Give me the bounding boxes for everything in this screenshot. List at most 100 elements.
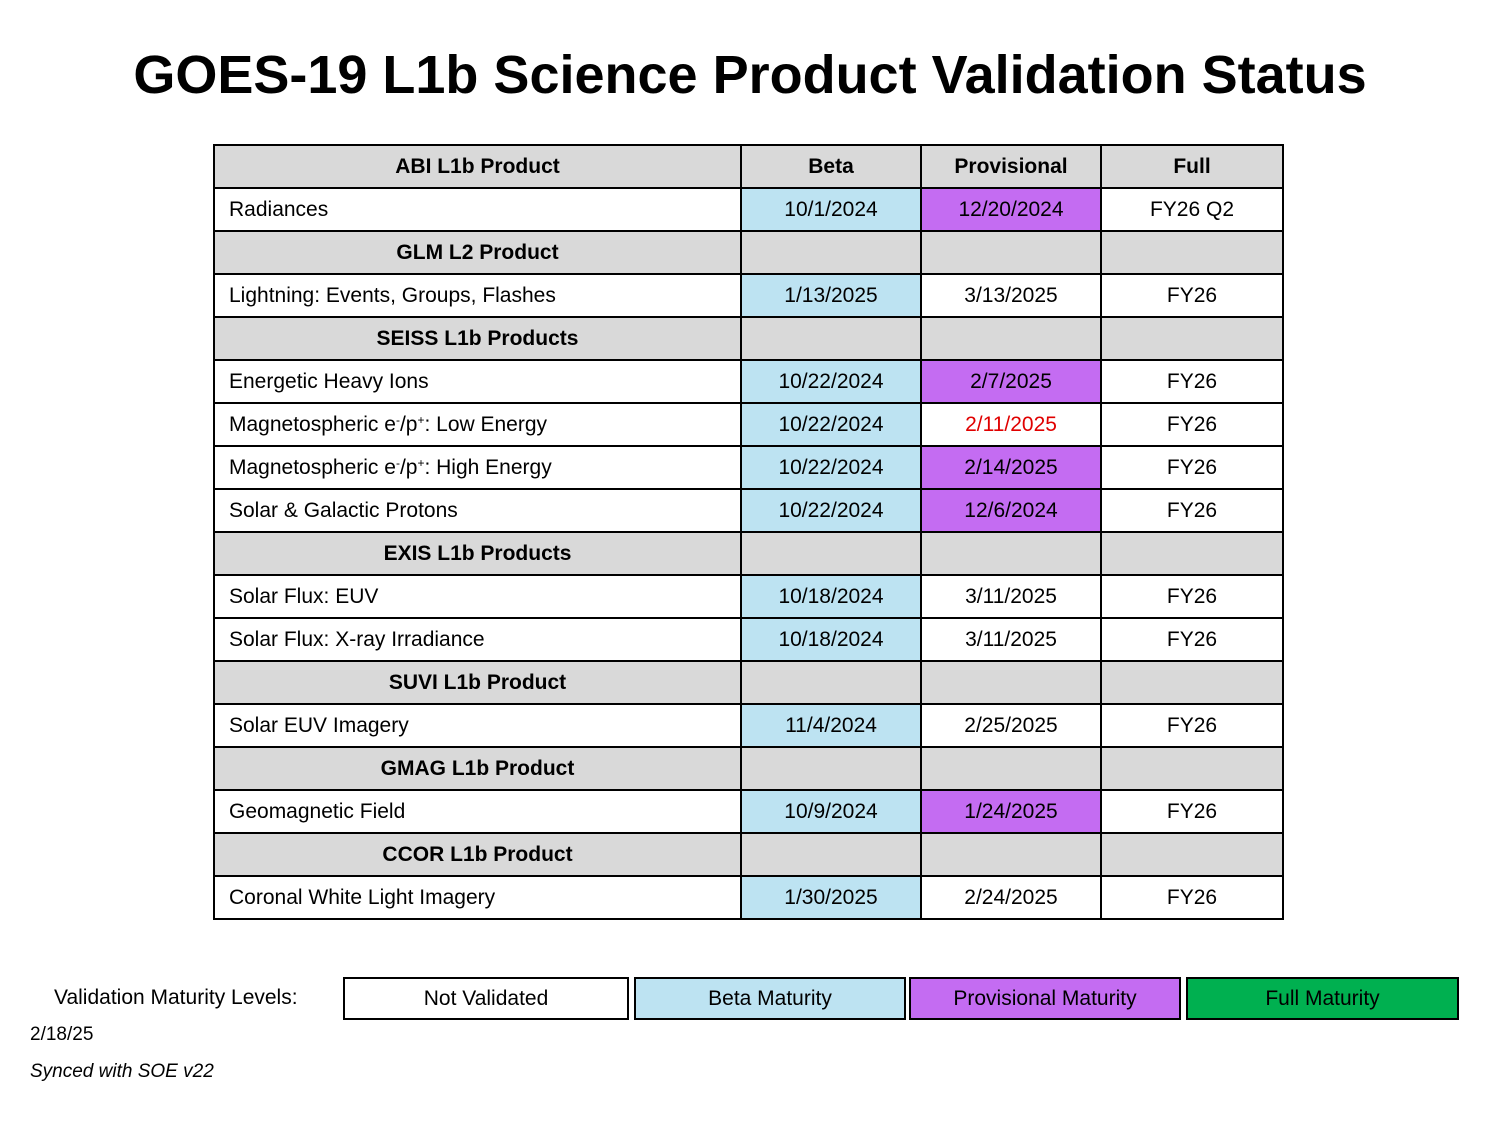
provisional-date: 2/14/2025 [920, 445, 1102, 490]
beta-date: 10/1/2024 [740, 187, 922, 232]
validation-status-table: ABI L1b Product Beta Provisional Full Ra… [213, 144, 1284, 920]
provisional-date: 3/11/2025 [920, 617, 1102, 662]
provisional-date: 12/6/2024 [920, 488, 1102, 533]
page-title: GOES-19 L1b Science Product Validation S… [133, 45, 1367, 105]
section-empty-cell [920, 316, 1102, 361]
full-date: FY26 [1100, 617, 1284, 662]
product-name-part: Magnetospheric e [229, 455, 396, 479]
legend-full-maturity: Full Maturity [1186, 977, 1459, 1020]
full-date: FY26 [1100, 574, 1284, 619]
product-name-superscript: - [395, 412, 400, 427]
product-name-part: /p [399, 455, 418, 479]
beta-date: 10/22/2024 [740, 402, 922, 447]
product-name-part: /p [399, 412, 418, 436]
section-title: GLM L2 Product [213, 230, 742, 275]
section-empty-cell [740, 660, 922, 705]
section-title: SEISS L1b Products [213, 316, 742, 361]
section-empty-cell [920, 230, 1102, 275]
header-full: Full [1100, 144, 1284, 189]
product-name: Geomagnetic Field [213, 789, 742, 834]
table-header-row: ABI L1b Product Beta Provisional Full [213, 144, 1284, 189]
full-date: FY26 [1100, 402, 1284, 447]
table-row: Lightning: Events, Groups, Flashes 1/13/2… [213, 273, 1284, 318]
product-name-superscript: + [417, 412, 425, 427]
legend-label: Validation Maturity Levels: [54, 986, 298, 1009]
section-header-row: SUVI L1b Product [213, 660, 1284, 705]
product-name-superscript: - [395, 455, 400, 470]
section-empty-cell [740, 531, 922, 576]
section-empty-cell [740, 230, 922, 275]
section-empty-cell [740, 832, 922, 877]
footer-date: 2/18/25 [30, 1024, 94, 1045]
section-empty-cell [920, 660, 1102, 705]
section-empty-cell [1100, 746, 1284, 791]
full-date: FY26 [1100, 445, 1284, 490]
provisional-date: 2/11/2025 [920, 402, 1102, 447]
beta-date: 11/4/2024 [740, 703, 922, 748]
provisional-date: 12/20/2024 [920, 187, 1102, 232]
section-title: CCOR L1b Product [213, 832, 742, 877]
section-empty-cell [1100, 832, 1284, 877]
product-name: Lightning: Events, Groups, Flashes [213, 273, 742, 318]
table-row: Magnetospheric e-/p+: Low Energy 10/22/20… [213, 402, 1284, 447]
product-name: Solar Flux: EUV [213, 574, 742, 619]
table-row: Solar & Galactic Protons 10/22/2024 12/6/2… [213, 488, 1284, 533]
beta-date: 1/30/2025 [740, 875, 922, 920]
full-date: FY26 [1100, 703, 1284, 748]
product-name: Solar Flux: X-ray Irradiance [213, 617, 742, 662]
section-empty-cell [1100, 660, 1284, 705]
product-name: Solar EUV Imagery [213, 703, 742, 748]
table-row: Energetic Heavy Ions 10/22/2024 2/7/2025 FY… [213, 359, 1284, 404]
product-name-part: : High Energy [424, 455, 552, 479]
beta-date: 10/22/2024 [740, 445, 922, 490]
full-date: FY26 [1100, 789, 1284, 834]
provisional-date: 3/11/2025 [920, 574, 1102, 619]
product-name: Coronal White Light Imagery [213, 875, 742, 920]
product-name: Magnetospheric e-/p+: Low Energy [213, 402, 742, 447]
header-provisional: Provisional [920, 144, 1102, 189]
provisional-date: 3/13/2025 [920, 273, 1102, 318]
section-title: SUVI L1b Product [213, 660, 742, 705]
section-empty-cell [740, 316, 922, 361]
product-name: Solar & Galactic Protons [213, 488, 742, 533]
table-row: Solar Flux: X-ray Irradiance 10/18/2024 3/… [213, 617, 1284, 662]
product-name: Magnetospheric e-/p+: High Energy [213, 445, 742, 490]
legend-beta-maturity: Beta Maturity [634, 977, 906, 1020]
legend-not-validated: Not Validated [343, 977, 629, 1020]
beta-date: 10/22/2024 [740, 359, 922, 404]
full-date: FY26 [1100, 488, 1284, 533]
section-empty-cell [1100, 531, 1284, 576]
product-name: Radiances [213, 187, 742, 232]
section-empty-cell [920, 531, 1102, 576]
table-row: Solar Flux: EUV 10/18/2024 3/11/2025 FY26 [213, 574, 1284, 619]
section-title: EXIS L1b Products [213, 531, 742, 576]
section-header-row: GLM L2 Product [213, 230, 1284, 275]
section-empty-cell [920, 746, 1102, 791]
product-name-superscript: + [417, 455, 425, 470]
section-header-row: CCOR L1b Product [213, 832, 1284, 877]
footer-sync-note: Synced with SOE v22 [30, 1061, 214, 1082]
section-empty-cell [1100, 230, 1284, 275]
section-empty-cell [920, 832, 1102, 877]
product-name-part: : Low Energy [424, 412, 548, 436]
beta-date: 10/18/2024 [740, 617, 922, 662]
table-row: Radiances 10/1/2024 12/20/2024 FY26 Q2 [213, 187, 1284, 232]
section-header-row: GMAG L1b Product [213, 746, 1284, 791]
provisional-date: 2/7/2025 [920, 359, 1102, 404]
product-name: Energetic Heavy Ions [213, 359, 742, 404]
section-empty-cell [740, 746, 922, 791]
beta-date: 10/18/2024 [740, 574, 922, 619]
full-date: FY26 [1100, 359, 1284, 404]
provisional-date: 1/24/2025 [920, 789, 1102, 834]
table-row: Geomagnetic Field 10/9/2024 1/24/2025 FY26 [213, 789, 1284, 834]
full-date: FY26 [1100, 273, 1284, 318]
product-name-part: Magnetospheric e [229, 412, 396, 436]
section-header-row: EXIS L1b Products [213, 531, 1284, 576]
full-date: FY26 Q2 [1100, 187, 1284, 232]
legend-provisional-maturity: Provisional Maturity [909, 977, 1181, 1020]
beta-date: 10/9/2024 [740, 789, 922, 834]
full-date: FY26 [1100, 875, 1284, 920]
beta-date: 10/22/2024 [740, 488, 922, 533]
header-product: ABI L1b Product [213, 144, 742, 189]
beta-date: 1/13/2025 [740, 273, 922, 318]
